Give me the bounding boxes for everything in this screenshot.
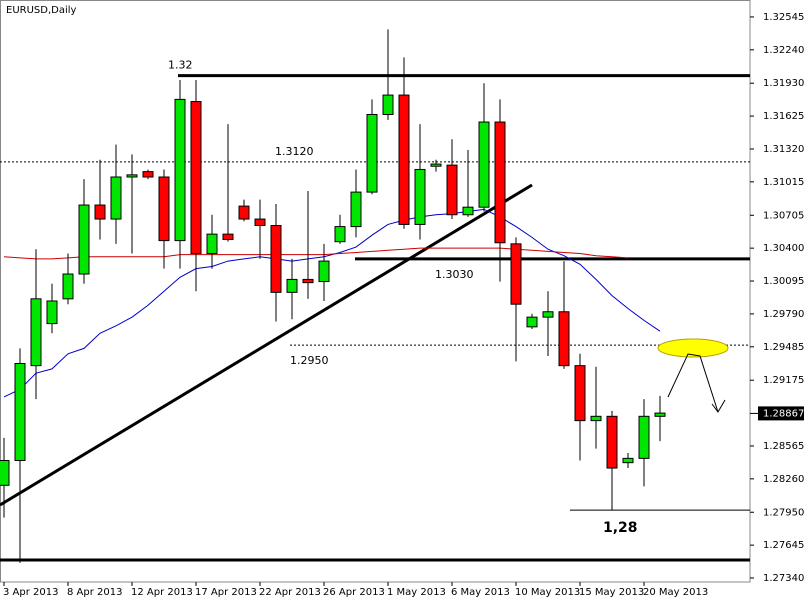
candle-body — [318, 260, 330, 283]
candle-body — [622, 457, 634, 464]
candle-body — [78, 204, 90, 275]
candle-body — [142, 171, 154, 178]
moving-average — [3, 247, 629, 260]
candle-body — [462, 206, 474, 216]
candle-body — [30, 298, 42, 367]
x-tick-label: 22 Apr 2013 — [259, 587, 321, 598]
y-tick-label: 1.30095 — [763, 276, 804, 287]
candle-body — [238, 205, 250, 220]
candle-body — [286, 278, 298, 293]
trend-line — [0, 183, 533, 507]
y-tick-label: 1.27340 — [763, 573, 804, 584]
candle-body — [126, 174, 138, 178]
candle-body — [638, 415, 650, 459]
candle-body — [62, 273, 74, 300]
candle-body — [430, 163, 442, 167]
candle-body — [446, 164, 458, 216]
candle-body — [334, 226, 346, 243]
candle-body — [254, 218, 266, 227]
target-ellipse — [657, 338, 729, 358]
moving-average — [3, 208, 661, 398]
candle-body — [0, 460, 10, 486]
level-label: 1.2950 — [290, 354, 329, 367]
candle-body — [574, 365, 586, 422]
candle-body — [14, 362, 26, 462]
y-tick-label: 1.29175 — [763, 375, 804, 386]
x-tick-label: 1 May 2013 — [387, 587, 446, 598]
candle-body — [302, 278, 314, 284]
candle-body — [158, 176, 170, 242]
y-tick-label: 1.32545 — [763, 12, 804, 23]
candle-body — [222, 233, 234, 241]
y-tick-label: 1.27645 — [763, 540, 804, 551]
x-tick-label: 6 May 2013 — [451, 587, 510, 598]
y-tick-label: 1.32240 — [763, 45, 804, 56]
y-tick-label: 1.27950 — [763, 507, 804, 518]
y-tick-label: 1.31625 — [763, 111, 804, 122]
y-tick-label: 1.29790 — [763, 309, 804, 320]
x-tick-label: 15 May 2013 — [579, 587, 644, 598]
candle-body — [526, 316, 538, 328]
candle-body — [590, 415, 602, 422]
candle-body — [542, 311, 554, 318]
candle-body — [94, 204, 106, 220]
candle-body — [206, 233, 218, 255]
arrow-head — [711, 399, 726, 413]
forecast-arrow — [667, 353, 719, 413]
candle-body — [606, 415, 618, 469]
candle-body — [494, 121, 506, 244]
y-tick-label: 1.28565 — [763, 441, 804, 452]
candle-body — [366, 113, 378, 193]
level-label: 1.3120 — [275, 145, 314, 158]
chart-title: EURUSD,Daily — [6, 5, 77, 16]
x-tick-label: 10 May 2013 — [515, 587, 580, 598]
y-tick-label: 1.31015 — [763, 177, 804, 188]
candle-body — [174, 98, 186, 242]
x-tick-label: 8 Apr 2013 — [67, 587, 122, 598]
candle-body — [478, 121, 490, 208]
y-tick-label: 1.31320 — [763, 144, 804, 155]
candle-body — [382, 94, 394, 115]
candle-body — [414, 168, 426, 225]
frame — [0, 0, 751, 583]
x-tick-label: 20 May 2013 — [643, 587, 708, 598]
y-tick-label: 1.30400 — [763, 243, 804, 254]
candle-body — [510, 243, 522, 305]
candle-body — [110, 176, 122, 220]
y-tick-label: 1.29485 — [763, 342, 804, 353]
last-price-box — [758, 406, 804, 421]
candle-body — [270, 225, 282, 293]
candle-body — [398, 94, 410, 225]
y-tick-label: 1.28260 — [763, 474, 804, 485]
x-tick-label: 12 Apr 2013 — [131, 587, 193, 598]
candle-body — [558, 311, 570, 367]
level-label: 1,28 — [603, 520, 638, 536]
y-tick-label: 1.31930 — [763, 78, 804, 89]
level-label: 1.32 — [168, 59, 193, 72]
x-tick-label: 26 Apr 2013 — [323, 587, 385, 598]
x-tick-label: 17 Apr 2013 — [195, 587, 257, 598]
y-tick-label: 1.30705 — [763, 210, 804, 221]
candle-body — [46, 300, 58, 325]
candle-body — [350, 191, 362, 228]
level-label: 1.3030 — [435, 268, 474, 281]
x-tick-label: 3 Apr 2013 — [3, 587, 58, 598]
candle-body — [654, 412, 666, 417]
candle-body — [190, 101, 202, 255]
last-price-label: 1.28867 — [763, 408, 804, 419]
